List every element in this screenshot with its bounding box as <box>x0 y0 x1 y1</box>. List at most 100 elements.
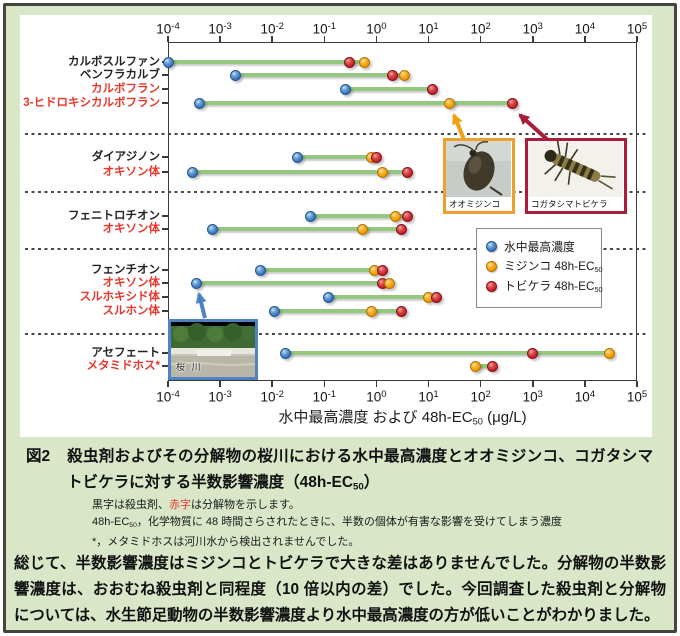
x-axis-tick-top <box>219 36 221 42</box>
row-axis-tick <box>162 156 168 158</box>
row-label: オキソン体 <box>102 276 161 289</box>
inset-tobikera-photo: コガタシマトビケラ <box>525 138 627 214</box>
connector-line <box>235 73 405 77</box>
point-tobikera <box>402 210 414 222</box>
row-axis-tick <box>162 365 168 367</box>
point-mijinko <box>470 360 482 372</box>
inset-mijinko-photo: オオミジンコ <box>443 138 515 214</box>
row-axis-tick <box>162 228 168 230</box>
x-axis-tick-bottom <box>479 381 482 387</box>
x-axis-tick-top <box>531 36 534 42</box>
legend-item: 水中最高濃度 <box>486 236 601 256</box>
legend-item: ミジンコ 48h-EC50 <box>486 256 603 276</box>
note-line-2: 48h-EC50，化学物質に 48 時間さらされたときに、半数の個体が有害な影響… <box>92 516 562 529</box>
note-line-1: 黒字は殺虫剤、赤字は分解物を示します。 <box>92 499 300 511</box>
point-tobikera <box>376 264 388 276</box>
point-water <box>322 291 334 303</box>
point-water <box>162 56 174 68</box>
row-label: スルホン体 <box>102 304 161 317</box>
x-axis-tick-label-top: 10-1 <box>312 21 337 37</box>
connector-line <box>168 60 365 64</box>
x-axis-tick-label-top: 10-4 <box>156 21 180 37</box>
legend-water-dot <box>486 240 497 252</box>
river-illustration <box>170 322 257 377</box>
x-axis-tick-label-bottom: 101 <box>418 389 439 405</box>
point-mijinko <box>376 166 388 178</box>
row-axis-tick <box>162 171 168 173</box>
connector-line <box>285 351 610 355</box>
x-axis-tick-top <box>584 36 586 42</box>
x-axis-tick-bottom <box>167 381 169 387</box>
daphnia-illustration <box>446 141 512 198</box>
note-line-3: *，メタミドホスは河川水から検出されませんでした。 <box>92 535 360 548</box>
point-water <box>230 69 242 81</box>
row-label: フェンチオン <box>91 263 160 276</box>
x-axis-tick-label-bottom: 100 <box>366 389 387 405</box>
point-tobikera <box>386 69 398 81</box>
figure-number: 図2 <box>26 448 51 465</box>
point-water <box>190 277 202 289</box>
row-axis-tick <box>162 74 168 76</box>
row-axis-tick <box>162 88 168 90</box>
point-tobikera <box>395 223 407 235</box>
inset-river-photo: 桜 川 <box>168 319 258 380</box>
x-axis-tick-label-top: 104 <box>574 21 596 37</box>
x-axis-tick-top <box>427 36 430 42</box>
figure-caption: 図2 殺虫剤およびその分解物の桜川における水中最高濃度とオオミジンコ、コガタシマ… <box>26 444 658 501</box>
point-tobikera <box>395 305 407 317</box>
connector-line <box>274 309 402 313</box>
x-axis-title: 水中最高濃度 および 48h-EC50 (μg/L) <box>278 409 527 427</box>
point-tobikera <box>343 56 355 68</box>
connector-line <box>212 227 402 231</box>
point-water <box>268 305 280 317</box>
x-axis-tick-top <box>323 36 326 42</box>
point-tobikera <box>370 151 382 163</box>
x-axis-tick-top <box>479 36 482 42</box>
connector-line <box>475 364 493 368</box>
x-axis-tick-bottom <box>219 381 221 387</box>
point-tobikera <box>402 166 414 178</box>
x-axis-tick-top <box>271 36 274 42</box>
point-mijinko <box>443 97 455 109</box>
figure-title: 殺虫剤およびその分解物の桜川における水中最高濃度とオオミジンコ、コガタシマトビケ… <box>67 448 654 493</box>
connector-line <box>310 214 408 218</box>
x-axis-tick-label-top: 103 <box>522 21 543 37</box>
x-axis-tick-label-bottom: 10-2 <box>260 389 284 405</box>
row-axis-tick <box>162 215 168 217</box>
row-label: カルボフラン <box>91 82 160 95</box>
red-text-note: 赤字 <box>169 499 191 511</box>
connector-line <box>196 281 390 285</box>
river-photo-label: 桜 川 <box>176 362 203 372</box>
x-axis-tick-label-bottom: 10-1 <box>312 389 337 405</box>
point-tobikera <box>506 97 518 109</box>
group-separator <box>25 133 647 135</box>
row-label: ダイアジノン <box>91 150 160 163</box>
point-water <box>187 166 199 178</box>
point-mijinko <box>359 56 371 68</box>
summary-paragraph: 総じて、半数影響濃度はミジンコとトビケラで大きな差はありませんでした。分解物の半… <box>14 555 666 624</box>
row-axis-tick <box>162 282 168 284</box>
row-axis-tick <box>162 269 168 271</box>
connector-line <box>199 101 513 105</box>
x-axis-tick-bottom <box>636 381 638 387</box>
row-label: アセフェート <box>91 346 160 359</box>
x-axis-tick-bottom <box>323 381 326 387</box>
row-axis-tick <box>162 352 168 354</box>
legend-tobikera-dot <box>486 280 497 292</box>
point-tobikera <box>430 291 442 303</box>
x-axis-tick-label-bottom: 103 <box>522 389 543 405</box>
point-mijinko <box>357 223 369 235</box>
x-axis-tick-label-bottom: 104 <box>574 389 596 405</box>
x-axis-tick-label-top: 105 <box>626 21 648 37</box>
row-label: カルボスルファン <box>68 55 160 68</box>
x-axis-tick-top <box>167 36 169 42</box>
x-axis-tick-bottom <box>584 381 586 387</box>
figure-notes: 黒字は殺虫剤、赤字は分解物を示します。 48h-EC50，化学物質に 48 時間… <box>92 497 652 551</box>
row-axis-tick <box>162 296 168 298</box>
point-tobikera <box>527 347 539 359</box>
point-mijinko <box>399 69 411 81</box>
row-axis-tick <box>162 102 168 104</box>
row-label: フェニトロチオン <box>68 209 160 222</box>
x-axis-tick-label-top: 100 <box>366 21 387 37</box>
point-tobikera <box>427 83 439 95</box>
